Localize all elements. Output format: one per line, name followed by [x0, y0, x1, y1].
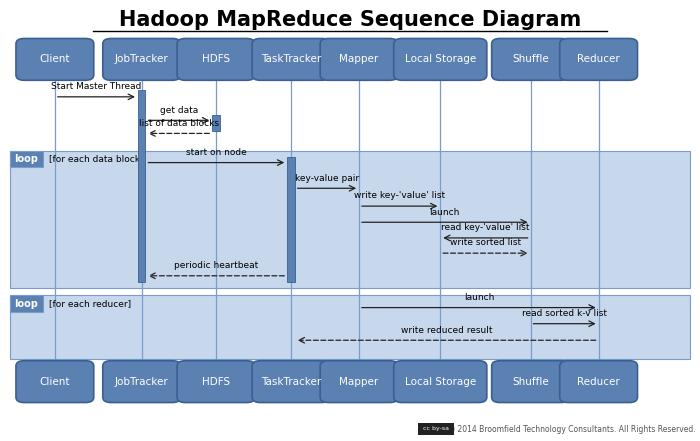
Text: launch: launch [463, 293, 494, 302]
Text: Reducer: Reducer [578, 377, 620, 387]
FancyBboxPatch shape [393, 361, 486, 403]
Text: Local Storage: Local Storage [405, 54, 476, 64]
Text: Start Master Thread: Start Master Thread [51, 82, 141, 91]
FancyBboxPatch shape [393, 38, 486, 80]
Text: list of data blocks: list of data blocks [139, 119, 219, 128]
Text: JobTracker: JobTracker [115, 377, 169, 387]
Text: (c) 2014 Broomfield Technology Consultants. All Rights Reserved.: (c) 2014 Broomfield Technology Consultan… [445, 425, 696, 434]
Text: key-value pair: key-value pair [295, 174, 359, 183]
Bar [287, 157, 295, 282]
FancyBboxPatch shape [177, 361, 255, 403]
Text: launch: launch [430, 208, 460, 217]
Text: write sorted list: write sorted list [450, 239, 521, 247]
Text: Mapper: Mapper [340, 54, 379, 64]
FancyBboxPatch shape [320, 38, 398, 80]
Text: TaskTracker: TaskTracker [261, 54, 321, 64]
Text: write reduced result: write reduced result [401, 325, 493, 335]
FancyBboxPatch shape [491, 38, 569, 80]
FancyBboxPatch shape [491, 361, 569, 403]
Bar [10, 295, 43, 312]
Text: read sorted k-v list: read sorted k-v list [522, 309, 607, 318]
Text: Reducer: Reducer [578, 54, 620, 64]
Bar [418, 422, 454, 435]
Text: HDFS: HDFS [202, 54, 230, 64]
Bar [10, 295, 690, 359]
Bar [138, 90, 146, 282]
Bar [10, 151, 43, 168]
FancyBboxPatch shape [560, 361, 638, 403]
Text: [for each data block]: [for each data block] [48, 155, 143, 164]
Text: write key-'value' list: write key-'value' list [354, 191, 445, 201]
Text: TaskTracker: TaskTracker [261, 377, 321, 387]
Text: JobTracker: JobTracker [115, 54, 169, 64]
Text: Local Storage: Local Storage [405, 377, 476, 387]
Text: loop: loop [15, 154, 38, 164]
FancyBboxPatch shape [103, 361, 181, 403]
FancyBboxPatch shape [103, 38, 181, 80]
Bar [212, 115, 220, 131]
Text: get data: get data [160, 106, 198, 115]
Text: HDFS: HDFS [202, 377, 230, 387]
Text: Mapper: Mapper [340, 377, 379, 387]
Text: Shuffle: Shuffle [512, 54, 549, 64]
FancyBboxPatch shape [252, 38, 330, 80]
Text: read key-'value' list: read key-'value' list [441, 223, 530, 232]
Text: periodic heartbeat: periodic heartbeat [174, 261, 258, 270]
Text: cc by-sa: cc by-sa [423, 426, 449, 431]
Text: [for each reducer]: [for each reducer] [48, 299, 131, 308]
Text: loop: loop [15, 299, 38, 309]
FancyBboxPatch shape [560, 38, 638, 80]
Text: start on node: start on node [186, 148, 246, 157]
Text: Client: Client [40, 54, 70, 64]
FancyBboxPatch shape [177, 38, 255, 80]
FancyBboxPatch shape [16, 38, 94, 80]
Text: Client: Client [40, 377, 70, 387]
Bar [10, 151, 690, 288]
Text: Shuffle: Shuffle [512, 377, 549, 387]
FancyBboxPatch shape [252, 361, 330, 403]
FancyBboxPatch shape [16, 361, 94, 403]
FancyBboxPatch shape [320, 361, 398, 403]
Text: Hadoop MapReduce Sequence Diagram: Hadoop MapReduce Sequence Diagram [119, 10, 581, 30]
